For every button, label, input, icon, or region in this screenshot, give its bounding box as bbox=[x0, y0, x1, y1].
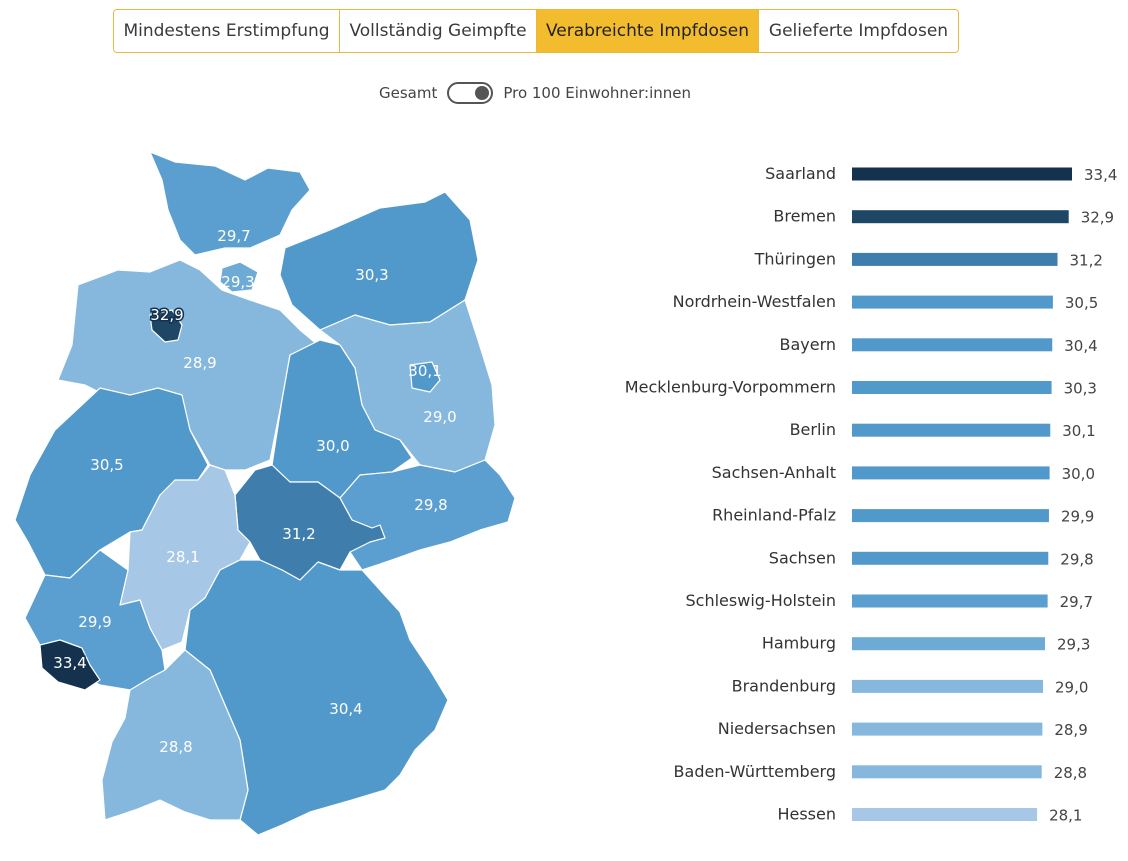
bar[interactable] bbox=[852, 167, 1072, 181]
bar-value-label: 28,9 bbox=[1054, 721, 1087, 739]
map-value-label: 28,1 bbox=[166, 548, 199, 566]
bar-label: Rheinland-Pfalz bbox=[712, 506, 836, 525]
bar-value-label: 28,1 bbox=[1049, 807, 1082, 825]
map-value-label: 29,3 bbox=[221, 273, 254, 291]
bar-label: Thüringen bbox=[754, 249, 836, 268]
bar-label: Niedersachsen bbox=[718, 719, 836, 738]
bar[interactable] bbox=[852, 338, 1053, 352]
state-baden-wuerttemberg[interactable] bbox=[101, 649, 249, 821]
toggle-left-label: Gesamt bbox=[378, 84, 438, 102]
bar[interactable] bbox=[852, 423, 1051, 437]
bar-value-label: 32,9 bbox=[1081, 209, 1114, 227]
bar-value-label: 29,0 bbox=[1055, 678, 1088, 696]
map-value-label: 29,9 bbox=[78, 613, 111, 631]
state-hamburg[interactable] bbox=[219, 261, 259, 293]
bar-label: Schleswig-Holstein bbox=[686, 591, 836, 610]
metric-tabs: Mindestens Erstimpfung Vollständig Geimp… bbox=[113, 9, 959, 53]
state-niedersachsen[interactable] bbox=[57, 259, 319, 471]
bar[interactable] bbox=[852, 722, 1043, 736]
bar[interactable] bbox=[852, 466, 1050, 480]
mode-switch[interactable] bbox=[447, 82, 494, 104]
bar-chart: Saarland 33,4 Bremen 32,9 Thüringen 31,2 Nordr… bbox=[625, 164, 1118, 825]
bar[interactable] bbox=[852, 594, 1048, 608]
bar[interactable] bbox=[852, 210, 1069, 224]
state-sachsen[interactable] bbox=[339, 459, 516, 571]
map-value-label: 29,7 bbox=[217, 227, 250, 245]
bar[interactable] bbox=[852, 509, 1049, 523]
bar-value-label: 30,3 bbox=[1064, 380, 1097, 398]
display-mode-toggle-row: Gesamt Pro 100 Einwohner:innen bbox=[0, 78, 1070, 108]
bar-value-label: 29,9 bbox=[1061, 508, 1094, 526]
bar-value-label: 29,3 bbox=[1057, 636, 1090, 654]
bar[interactable] bbox=[852, 808, 1038, 821]
map-value-label: 28,9 bbox=[183, 354, 216, 372]
map-value-label: 33,4 bbox=[53, 654, 86, 672]
bar-label: Saarland bbox=[765, 164, 836, 183]
bar-value-label: 30,5 bbox=[1065, 294, 1098, 312]
tab-vollstaendig-geimpfte[interactable]: Vollständig Geimpfte bbox=[340, 10, 537, 52]
bar-value-label: 29,7 bbox=[1060, 593, 1093, 611]
bar-value-label: 30,4 bbox=[1064, 337, 1097, 355]
bar[interactable] bbox=[852, 679, 1044, 693]
bar-label: Brandenburg bbox=[732, 676, 836, 695]
tab-erstimpfung[interactable]: Mindestens Erstimpfung bbox=[114, 10, 340, 52]
bar[interactable] bbox=[852, 381, 1052, 394]
tab-gelieferte-impfdosen[interactable]: Gelieferte Impfdosen bbox=[759, 10, 958, 52]
bar[interactable] bbox=[852, 551, 1049, 565]
map-value-label: 29,8 bbox=[414, 496, 447, 514]
bar-value-label: 31,2 bbox=[1070, 251, 1103, 269]
switch-knob bbox=[475, 86, 490, 100]
map-value-label: 32,9 bbox=[150, 306, 183, 324]
bar-label: Hessen bbox=[777, 805, 836, 824]
bar-label: Berlin bbox=[790, 420, 836, 439]
bar-label: Sachsen bbox=[769, 548, 836, 567]
map-value-label: 28,8 bbox=[159, 738, 192, 756]
bar-value-label: 28,8 bbox=[1054, 764, 1087, 782]
map-value-label: 30,1 bbox=[408, 362, 441, 380]
state-schleswig-holstein[interactable] bbox=[149, 151, 311, 256]
bar[interactable] bbox=[852, 252, 1058, 266]
bar-value-label: 30,0 bbox=[1062, 465, 1095, 483]
bar-label: Bremen bbox=[773, 207, 836, 226]
state-saarland[interactable] bbox=[39, 639, 101, 691]
bar-value-label: 30,1 bbox=[1062, 422, 1095, 440]
map-value-label: 29,0 bbox=[423, 408, 456, 426]
bar-label: Nordrhein-Westfalen bbox=[673, 292, 836, 311]
bar-label: Bayern bbox=[779, 335, 836, 354]
map-value-label: 30,0 bbox=[316, 437, 349, 455]
toggle-right-label: Pro 100 Einwohner:innen bbox=[503, 84, 692, 102]
bar-label: Hamburg bbox=[762, 634, 836, 653]
bar-label: Sachsen-Anhalt bbox=[712, 463, 836, 482]
state-mecklenburg-vorpommern[interactable] bbox=[279, 191, 479, 331]
state-berlin[interactable] bbox=[409, 361, 441, 393]
map-value-label: 31,2 bbox=[282, 525, 315, 543]
bar-value-label: 33,4 bbox=[1084, 166, 1117, 184]
bar[interactable] bbox=[852, 637, 1045, 651]
tab-verabreichte-impfdosen[interactable]: Verabreichte Impfdosen bbox=[537, 10, 759, 52]
map-value-label: 30,4 bbox=[329, 700, 362, 718]
bar[interactable] bbox=[852, 295, 1053, 309]
germany-map: 29,7 29,3 30,3 32,9 28,9 30,1 29,0 30,0 30,5 29,8… bbox=[14, 151, 516, 836]
map-value-label: 30,5 bbox=[90, 456, 123, 474]
map-value-label: 30,3 bbox=[355, 266, 388, 284]
state-bremen[interactable] bbox=[149, 309, 183, 343]
bar-value-label: 29,8 bbox=[1060, 550, 1093, 568]
bar-label: Mecklenburg-Vorpommern bbox=[625, 378, 836, 397]
bar[interactable] bbox=[852, 765, 1042, 779]
bar-label: Baden-Württemberg bbox=[674, 762, 836, 781]
